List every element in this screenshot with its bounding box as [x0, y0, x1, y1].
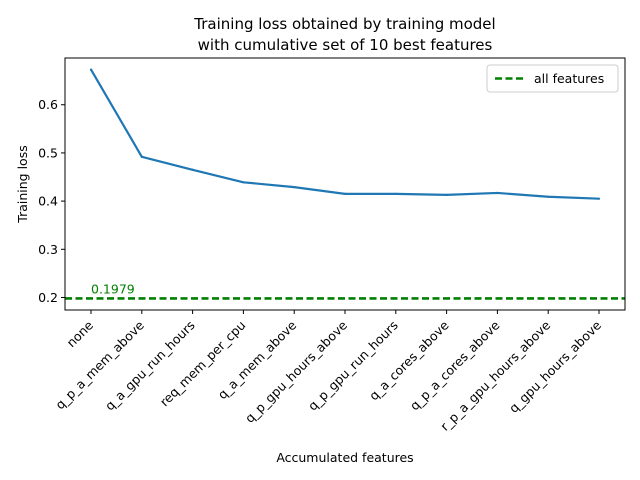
legend: all features	[486, 64, 619, 93]
x-tick-label: req_mem_per_cpu	[157, 318, 249, 410]
data-point	[547, 195, 550, 198]
data-point	[293, 186, 296, 189]
y-axis-label: Training loss	[15, 145, 30, 223]
x-tick-label: q_p_gpu_run_hours	[305, 318, 401, 414]
reference-line-annotation: 0.1979	[91, 281, 135, 296]
data-point	[445, 193, 448, 196]
x-axis-label: Accumulated features	[276, 450, 413, 465]
y-tick-label: 0.3	[38, 242, 58, 257]
data-point	[191, 168, 194, 171]
data-point	[242, 181, 245, 184]
y-tick-label: 0.6	[38, 97, 58, 112]
x-tick-label: q_p_a_mem_above	[52, 317, 147, 412]
y-axis: 0.2 0.3 0.4 0.5 0.6	[38, 97, 65, 305]
legend-label: all features	[534, 71, 604, 86]
legend-box	[486, 64, 619, 93]
data-point	[496, 191, 499, 195]
data-point	[394, 192, 397, 195]
x-tick-label: q_gpu_hours_above	[506, 317, 604, 415]
chart-title-line-1: Training loss obtained by training model	[193, 15, 495, 33]
x-tick-label: q_p_gpu_hours_above	[242, 317, 351, 426]
data-point	[89, 68, 93, 71]
series-group	[89, 68, 601, 200]
x-tick-label: q_p_a_cores_above	[407, 317, 503, 413]
x-tick-label: q_a_gpu_run_hours	[102, 318, 198, 414]
plot-frame	[64, 57, 626, 311]
data-point	[597, 197, 601, 200]
y-tick-label: 0.4	[38, 194, 58, 209]
data-point	[140, 155, 143, 158]
data-point	[343, 192, 347, 195]
chart-title-line-2: with cumulative set of 10 best features	[198, 36, 493, 54]
y-tick-label: 0.5	[38, 145, 58, 160]
x-axis: noneq_p_a_mem_aboveq_a_gpu_run_hoursreq_…	[52, 310, 604, 434]
y-tick-label: 0.2	[38, 290, 58, 305]
reference-line-group: 0.1979	[65, 281, 625, 300]
x-tick-label: none	[63, 317, 96, 350]
